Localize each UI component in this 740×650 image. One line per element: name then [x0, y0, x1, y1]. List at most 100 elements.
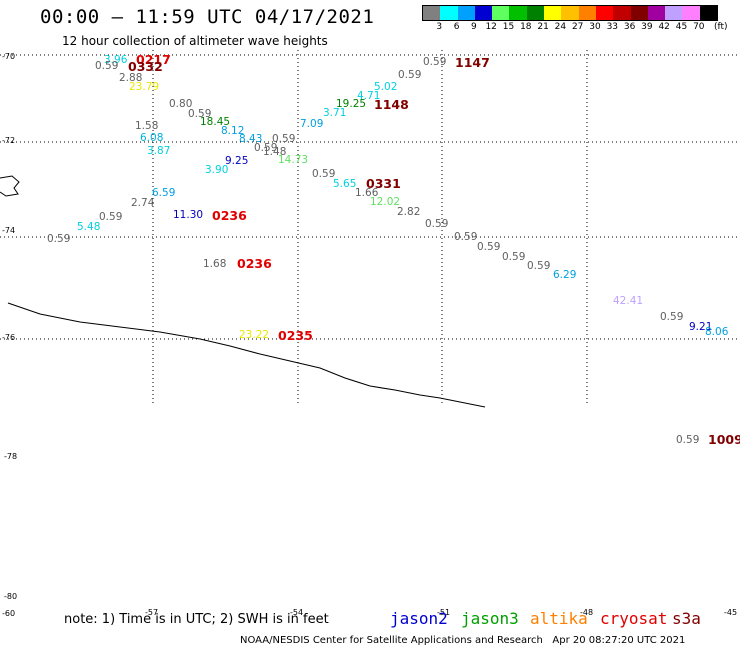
legend-tick-label: 6 [453, 22, 460, 32]
wave-height-value: 0.59 [477, 241, 501, 253]
pass-time-label: 0236 [237, 256, 272, 271]
wave-height-value: 12.02 [370, 196, 401, 208]
credit-timestamp: Apr 20 08:27:20 UTC 2021 [552, 635, 686, 646]
wave-height-value: 8.43 [239, 133, 263, 145]
wave-height-value: 0.59 [423, 56, 447, 68]
legend-tick-label: 15 [502, 22, 515, 32]
coastline-fragment [0, 175, 20, 197]
wave-height-value: 1.66 [355, 187, 379, 199]
pass-time-label: 0217 [136, 52, 171, 67]
wave-height-value: 6.08 [140, 132, 164, 144]
wave-height-value: 1.48 [263, 146, 287, 158]
legend-tick-label: 9 [471, 22, 477, 32]
color-legend [422, 5, 719, 21]
wave-height-value: 8.06 [705, 326, 729, 338]
latitude-label: -76 [2, 333, 16, 342]
legend-tick-label: 27 [571, 22, 584, 32]
legend-tick-label: 3 [436, 22, 443, 32]
wave-height-value: 0.59 [95, 60, 119, 72]
page-title: 00:00 – 11:59 UTC 04/17/2021 [40, 6, 375, 28]
wave-height-value: 9.21 [689, 321, 713, 333]
pass-time-label: 1147 [455, 55, 490, 70]
legend-swatch [457, 5, 475, 21]
longitude-label: -45 [724, 608, 738, 617]
wave-height-value: 1.68 [203, 258, 227, 270]
color-legend-unit: (ft) [714, 22, 728, 32]
page-subtitle: 12 hour collection of altimeter wave hei… [62, 34, 328, 48]
wave-height-value: 8.12 [221, 125, 245, 137]
legend-swatch [492, 5, 510, 21]
pass-time-label: 0235 [278, 328, 313, 343]
longitude-label: -57 [145, 608, 159, 617]
pass-time-label: 1148 [374, 97, 409, 112]
wave-height-value: 2.88 [119, 72, 143, 84]
legend-swatch [561, 5, 579, 21]
legend-tick-label: 33 [606, 22, 619, 32]
satellite-name: altika [530, 609, 588, 628]
wave-height-value: 0.59 [312, 168, 336, 180]
wave-height-value: 0.59 [676, 434, 700, 446]
latitude-label: -74 [2, 226, 16, 235]
legend-swatch [613, 5, 631, 21]
legend-swatch [440, 5, 458, 21]
wave-height-value: 3.90 [205, 164, 229, 176]
wave-height-value: 6.29 [553, 269, 577, 281]
wave-height-value: 5.02 [374, 81, 398, 93]
legend-tick-label: 45 [675, 22, 688, 32]
wave-height-value: 7.09 [300, 118, 324, 130]
pass-time-label: 0331 [366, 176, 401, 191]
wave-height-value: 0.59 [527, 260, 551, 272]
satellite-name: jason3 [461, 609, 519, 628]
legend-swatch [526, 5, 545, 21]
wave-height-value: 0.59 [425, 218, 449, 230]
wave-height-value: 2.82 [397, 206, 421, 218]
latitude-label: -80 [4, 592, 18, 601]
legend-swatch [682, 5, 700, 21]
wave-height-value: 3.87 [147, 145, 171, 157]
legend-tick-label: 39 [641, 22, 653, 32]
latitude-label: -60 [2, 609, 16, 618]
wave-height-value: 6.59 [152, 187, 176, 199]
wave-height-value: 42.41 [613, 295, 644, 307]
wave-height-value: 23.79 [129, 81, 160, 93]
wave-height-value: 4.71 [357, 90, 381, 102]
color-legend-labels: 3 6 9 12 15 18 21 24 27 30 33 36 39 42 45 70 [422, 22, 740, 34]
satellite-name: s3a [672, 609, 701, 628]
legend-tick-label: 12 [485, 22, 497, 32]
latitude-label: -72 [2, 136, 16, 145]
latitude-label: -78 [4, 452, 18, 461]
pass-time-label: 0332 [128, 59, 163, 74]
wave-height-value: 0.59 [454, 231, 478, 243]
wave-height-value: 3.71 [323, 107, 347, 119]
wave-height-value: 18.45 [200, 116, 231, 128]
legend-tick-label: 42 [658, 22, 670, 32]
wave-height-value: 14.73 [278, 154, 309, 166]
footer-note: note: 1) Time is in UTC; 2) SWH is in fe… [64, 612, 329, 627]
credit-text: NOAA/NESDIS Center for Satellite Applica… [240, 635, 543, 646]
pass-time-label: 0236 [212, 208, 247, 223]
legend-swatch [422, 5, 441, 21]
satellite-name: cryosat [600, 609, 668, 628]
wave-height-value: 23.22 [239, 329, 270, 341]
legend-swatch [509, 5, 527, 21]
legend-tick-label: 18 [520, 22, 532, 32]
wave-height-value: 19.25 [336, 98, 367, 110]
wave-height-value: 0.59 [398, 69, 422, 81]
wave-height-value: 1.58 [135, 120, 159, 132]
legend-swatch [647, 5, 666, 21]
legend-swatch [699, 5, 719, 21]
wave-height-value: 3.96 [104, 54, 128, 66]
satellite-name: jason2 [390, 609, 448, 628]
legend-tick-label: 21 [537, 22, 549, 32]
wave-height-value: 0.59 [272, 133, 296, 145]
longitude-label: -48 [580, 608, 594, 617]
wave-height-value: 5.65 [333, 178, 357, 190]
legend-swatch [595, 5, 614, 21]
wave-height-value: 2.74 [131, 197, 155, 209]
wave-height-value: 5.48 [77, 221, 101, 233]
legend-swatch [544, 5, 562, 21]
legend-tick-label: 30 [589, 22, 601, 32]
wave-height-value: 0.59 [47, 233, 71, 245]
legend-swatch [474, 5, 493, 21]
